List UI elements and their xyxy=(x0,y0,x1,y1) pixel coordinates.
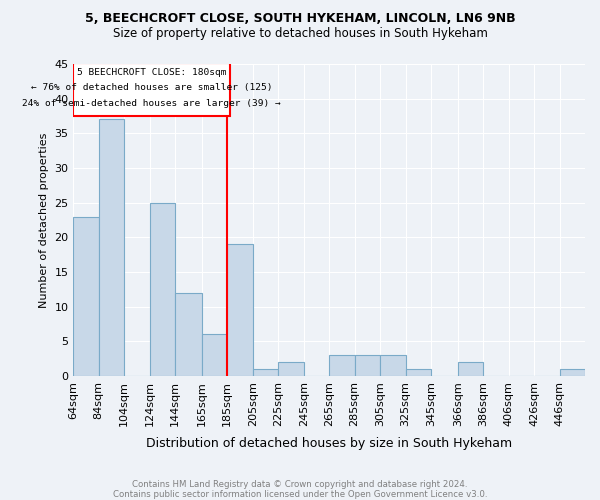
Bar xyxy=(406,369,431,376)
X-axis label: Distribution of detached houses by size in South Hykeham: Distribution of detached houses by size … xyxy=(146,437,512,450)
Text: 24% of semi-detached houses are larger (39) →: 24% of semi-detached houses are larger (… xyxy=(22,98,281,108)
Bar xyxy=(329,355,355,376)
Bar xyxy=(278,362,304,376)
Text: 5 BEECHCROFT CLOSE: 180sqm: 5 BEECHCROFT CLOSE: 180sqm xyxy=(77,68,226,77)
Y-axis label: Number of detached properties: Number of detached properties xyxy=(38,132,49,308)
Bar xyxy=(175,293,202,376)
Bar xyxy=(560,369,585,376)
Text: 5, BEECHCROFT CLOSE, SOUTH HYKEHAM, LINCOLN, LN6 9NB: 5, BEECHCROFT CLOSE, SOUTH HYKEHAM, LINC… xyxy=(85,12,515,26)
Bar xyxy=(458,362,483,376)
Text: Contains HM Land Registry data © Crown copyright and database right 2024.: Contains HM Land Registry data © Crown c… xyxy=(132,480,468,489)
Bar xyxy=(380,355,406,376)
FancyBboxPatch shape xyxy=(73,62,230,116)
Bar xyxy=(202,334,227,376)
Bar xyxy=(253,369,278,376)
Bar xyxy=(73,216,98,376)
Bar xyxy=(149,202,175,376)
Text: ← 76% of detached houses are smaller (125): ← 76% of detached houses are smaller (12… xyxy=(31,84,272,92)
Bar xyxy=(98,120,124,376)
Bar xyxy=(227,244,253,376)
Bar xyxy=(355,355,380,376)
Text: Size of property relative to detached houses in South Hykeham: Size of property relative to detached ho… xyxy=(113,28,487,40)
Text: Contains public sector information licensed under the Open Government Licence v3: Contains public sector information licen… xyxy=(113,490,487,499)
